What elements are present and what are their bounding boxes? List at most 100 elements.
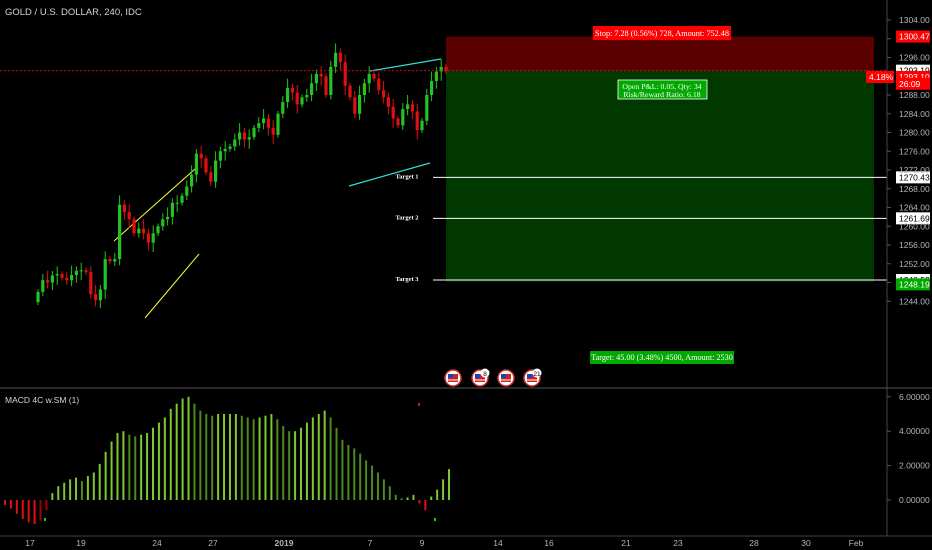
stop-label: Stop: 7.28 (0.56%) 728, Amount: 752.48: [595, 29, 729, 38]
candle-body: [132, 219, 136, 234]
macd-bar: [27, 500, 30, 523]
macd-bar: [110, 441, 113, 500]
candle-body: [386, 97, 390, 107]
candle-body: [65, 277, 69, 281]
event-markers[interactable]: 8 21: [444, 368, 542, 387]
candle-body: [420, 120, 424, 131]
candle-body: [118, 204, 122, 260]
candle-body: [228, 146, 232, 149]
indicator-axis[interactable]: 6.00000 4.00000 2.00000 0.00000: [887, 392, 930, 505]
candle-body: [151, 233, 155, 243]
us-flag-event-icon[interactable]: [497, 369, 515, 387]
event-count: 8: [483, 371, 487, 378]
price-tick-label: 1272.00: [899, 165, 930, 175]
candle-body: [434, 71, 438, 81]
target-price-text-1: 1270.43: [899, 172, 930, 182]
macd-bar: [347, 444, 350, 500]
us-flag-event-icon[interactable]: 8: [471, 368, 490, 387]
candle-body: [262, 118, 266, 124]
open-pl-label-box[interactable]: Open P&L: 0.05, Qty: 34 Risk/Reward Rati…: [617, 79, 708, 100]
price-badge: 1248.19: [896, 278, 930, 291]
macd-bar: [282, 426, 285, 500]
stop-zone[interactable]: [446, 36, 874, 71]
macd-bar: [264, 415, 267, 500]
target-label: Target: 45.00 (3.48%) 4500, Amount: 2530: [591, 353, 733, 362]
candle-body: [55, 274, 59, 276]
indicator-title[interactable]: MACD 4C w.SM (1): [5, 395, 79, 405]
candle-body: [401, 109, 405, 126]
candle-body: [113, 259, 117, 262]
macd-bar: [193, 403, 196, 500]
target-label-box[interactable]: Target: 45.00 (3.48%) 4500, Amount: 2530: [590, 351, 734, 364]
macd-bar: [335, 427, 338, 500]
macd-bar: [288, 431, 291, 500]
price-tick-label: 1252.00: [899, 259, 930, 269]
candle-body: [338, 52, 342, 63]
us-flag-event-icon[interactable]: 21: [523, 368, 542, 387]
candle-body: [281, 102, 285, 114]
stop-label-box[interactable]: Stop: 7.28 (0.56%) 728, Amount: 752.48: [593, 26, 731, 40]
macd-bar: [39, 500, 42, 521]
target-zone[interactable]: [446, 70, 874, 282]
candle-body: [60, 274, 64, 278]
macd-bar: [430, 496, 433, 500]
candle-body: [194, 153, 198, 175]
candle-body: [247, 137, 251, 140]
position-zones: [446, 36, 874, 282]
open-pl-line2: Risk/Reward Ratio: 6.18: [623, 90, 700, 99]
macd-bar: [371, 465, 374, 500]
time-tick-label: 28: [749, 538, 759, 548]
candle-body: [185, 186, 189, 196]
candle-body: [84, 270, 88, 273]
macd-bar: [448, 469, 450, 500]
candle-body: [324, 76, 328, 95]
macd-bar: [21, 500, 24, 519]
macd-bar: [305, 422, 308, 500]
candle-body: [300, 97, 304, 105]
macd-bar: [140, 434, 143, 500]
candle-body: [209, 172, 213, 182]
candle-body: [94, 294, 98, 301]
macd-bar: [276, 419, 279, 500]
price-badge: 26:09: [896, 77, 930, 90]
candle-body: [295, 92, 299, 105]
time-tick-label: 7: [368, 538, 373, 548]
time-tick-label: 14: [493, 538, 503, 548]
channel-line-lower-1[interactable]: [144, 253, 200, 319]
candle-body: [319, 73, 323, 77]
event-count: 21: [533, 371, 541, 378]
macd-bar: [146, 432, 149, 500]
us-flag-event-icon[interactable]: [444, 369, 462, 387]
candle-body: [166, 216, 170, 220]
macd-signal-marker: [418, 403, 420, 406]
time-tick-label: Feb: [849, 538, 864, 548]
candle-body: [343, 62, 347, 86]
macd-bar: [157, 422, 160, 500]
macd-bar: [394, 494, 397, 500]
candle-body: [310, 83, 314, 95]
price-badge-text: 1300.47: [899, 32, 930, 42]
candle-body: [353, 97, 357, 114]
candle-body: [266, 118, 270, 128]
macd-histogram: [4, 396, 450, 525]
macd-bar: [258, 417, 261, 500]
macd-bar: [104, 451, 107, 500]
channel-line-upper-2[interactable]: [369, 58, 442, 72]
macd-bar: [75, 477, 78, 500]
macd-bar: [181, 398, 184, 500]
time-tick-label: 2019: [275, 538, 294, 548]
channel-line-upper-1[interactable]: [113, 168, 196, 242]
candle-body: [180, 195, 184, 203]
time-axis[interactable]: 17 19 24 27 2019 7 9 14 16 21 23 28 30 Feb: [25, 538, 863, 548]
candle-body: [214, 160, 218, 182]
macd-bar: [199, 410, 202, 500]
channel-line-lower-2[interactable]: [348, 162, 431, 187]
candle-body: [223, 148, 227, 152]
macd-bar: [175, 403, 178, 500]
candle-body: [175, 202, 179, 204]
price-tick-label: 1304.00: [899, 15, 930, 25]
macd-bar: [382, 479, 385, 500]
macd-bar: [442, 479, 445, 500]
time-tick-label: 30: [801, 538, 811, 548]
